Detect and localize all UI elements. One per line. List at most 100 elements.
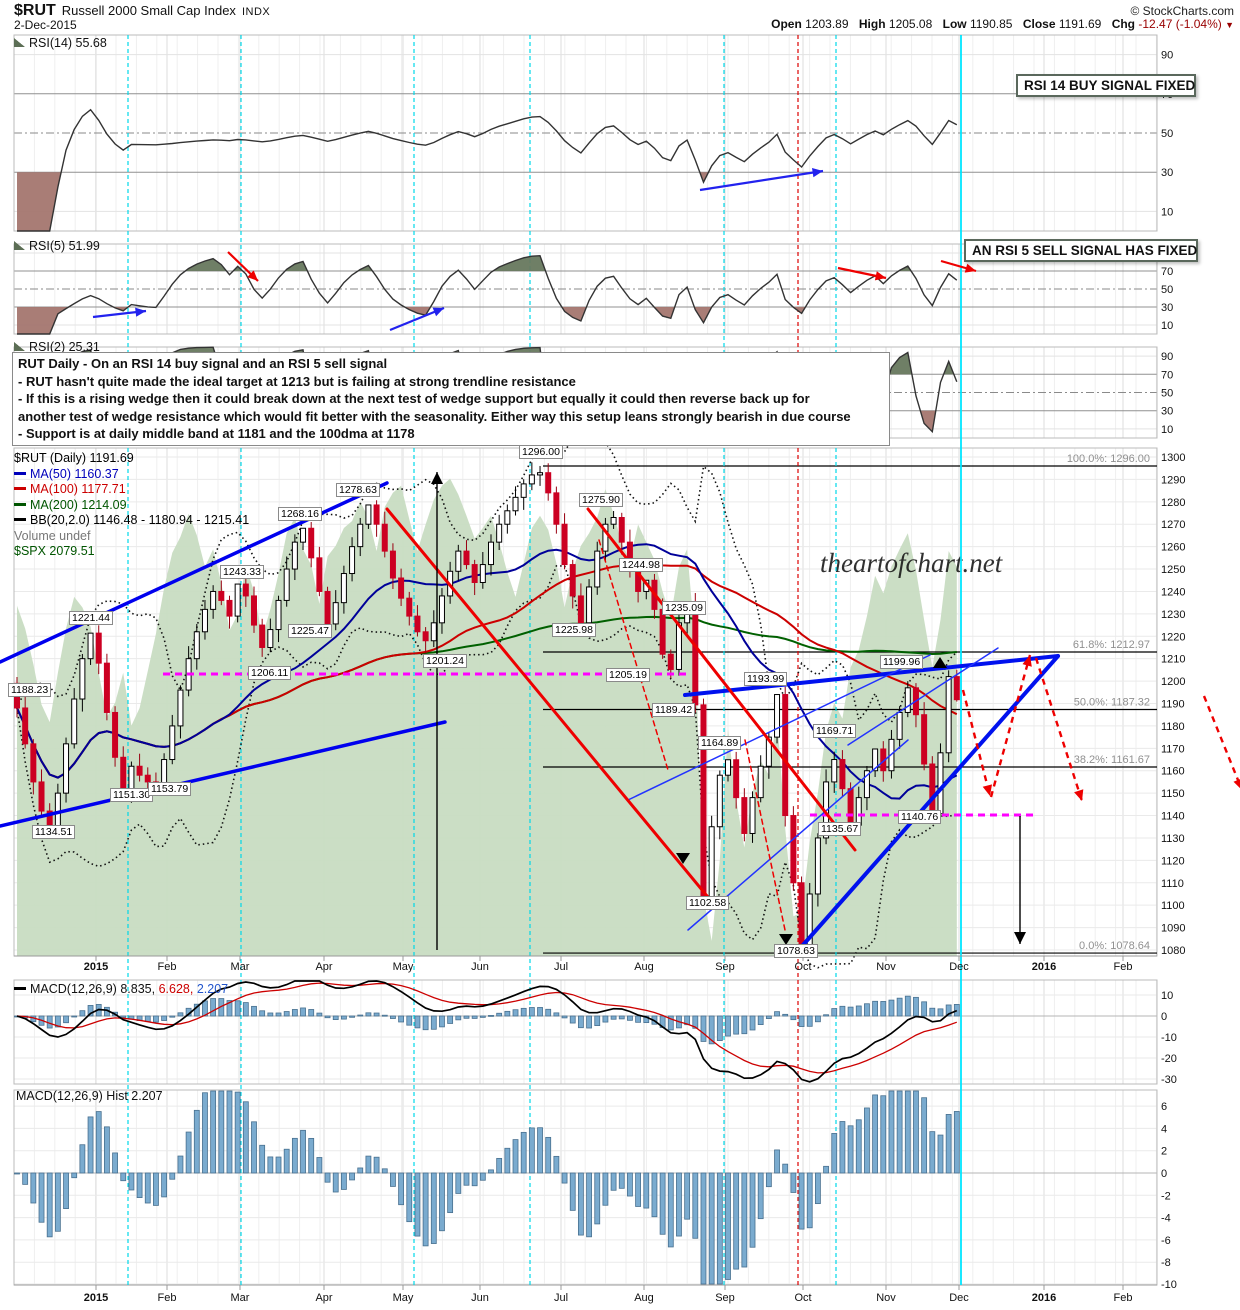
svg-text:30: 30 [1161, 302, 1173, 314]
open-label: Open [771, 17, 802, 31]
svg-text:-2: -2 [1161, 1190, 1171, 1202]
price-annotation: 1078.63 [774, 944, 818, 958]
panel-frames [13, 34, 1158, 1286]
svg-text:1290: 1290 [1161, 474, 1185, 486]
chg-value: -12.47 (-1.04%) [1138, 17, 1222, 31]
svg-text:1160: 1160 [1161, 766, 1185, 778]
svg-text:May: May [393, 961, 414, 973]
svg-text:50: 50 [1161, 388, 1173, 400]
svg-text:50: 50 [1161, 128, 1173, 140]
price-annotation: 1296.00 [519, 445, 563, 459]
macd-histogram-plot [14, 1090, 960, 1285]
fib-label: 50.0%: 1187.32 [1074, 697, 1150, 709]
svg-text:1120: 1120 [1161, 855, 1185, 867]
svg-text:1140: 1140 [1161, 811, 1185, 823]
note-line: - RUT hasn't quite made the ideal target… [18, 373, 576, 389]
svg-text:Mar: Mar [231, 961, 250, 973]
open-value: 1203.89 [805, 17, 849, 31]
macd-value: 8.835, [120, 982, 156, 996]
price-annotation: 1193.99 [744, 672, 788, 686]
svg-text:-30: -30 [1161, 1074, 1177, 1086]
svg-text:70: 70 [1161, 266, 1173, 278]
svg-text:Nov: Nov [876, 1292, 896, 1304]
hist-legend-text: MACD(12,26,9) Hist 2.207 [16, 1089, 163, 1103]
svg-text:2015: 2015 [84, 1292, 108, 1304]
svg-text:May: May [393, 1292, 414, 1304]
price-annotation: 1205.19 [606, 668, 650, 682]
svg-text:2: 2 [1161, 1146, 1167, 1158]
price-annotation: 1164.89 [698, 736, 742, 750]
svg-text:2016: 2016 [1032, 1292, 1056, 1304]
svg-text:Feb: Feb [158, 961, 177, 973]
price-annotation: 1268.16 [278, 507, 322, 521]
svg-text:Aug: Aug [634, 1292, 654, 1304]
price-annotation: 1102.58 [686, 896, 730, 910]
chart-header: $RUT Russell 2000 Small Cap Index INDX [14, 2, 270, 20]
bb-legend-row: BB(20,2.0) 1146.48 - 1180.94 - 1215.41 [14, 513, 249, 529]
svg-text:1270: 1270 [1161, 519, 1185, 531]
rsi14-legend: RSI(14) 55.68 [14, 36, 107, 50]
rsi5-legend: RSI(5) 51.99 [14, 239, 100, 253]
main-legend-title: $RUT (Daily) 1191.69 [14, 451, 134, 465]
svg-text:-4: -4 [1161, 1213, 1171, 1225]
svg-text:Oct: Oct [794, 961, 811, 973]
chg-label: Chg [1111, 17, 1136, 31]
low-label: Low [942, 17, 967, 31]
price-annotation: 1243.33 [220, 565, 264, 579]
svg-text:0: 0 [1161, 1168, 1167, 1180]
price-annotation: 1221.44 [69, 611, 113, 625]
svg-text:30: 30 [1161, 167, 1173, 179]
fib-label: 38.2%: 1161.67 [1074, 754, 1150, 766]
ma50-legend: MA(50) 1160.37 [30, 466, 119, 481]
svg-text:-20: -20 [1161, 1053, 1177, 1065]
note-line: - If this is a rising wedge then it coul… [18, 391, 810, 407]
price-annotation: 1275.90 [579, 493, 623, 507]
fib-label: 0.0%: 1078.64 [1079, 940, 1150, 952]
svg-text:1190: 1190 [1161, 698, 1185, 710]
volume-legend: Volume undef [14, 528, 91, 543]
ma200-legend-row: MA(200) 1214.09 [14, 498, 249, 514]
macd-hist-value: 2.207 [196, 982, 229, 996]
close-value: 1191.69 [1058, 17, 1102, 31]
svg-text:2016: 2016 [1032, 961, 1056, 973]
price-annotation: 1225.98 [552, 623, 596, 637]
rsi-area-icon [14, 38, 25, 47]
ma200-legend: MA(200) 1214.09 [30, 497, 127, 512]
svg-text:10: 10 [1161, 424, 1173, 436]
svg-text:1100: 1100 [1161, 900, 1185, 912]
svg-text:Oct: Oct [794, 1292, 811, 1304]
ma100-line-icon [14, 487, 26, 490]
rsi-area-icon [14, 342, 25, 351]
svg-text:1180: 1180 [1161, 721, 1185, 733]
svg-text:1080: 1080 [1161, 945, 1185, 957]
ma50-legend-row: MA(50) 1160.37 [14, 467, 249, 483]
svg-text:1150: 1150 [1161, 788, 1185, 800]
ma50-line-icon [14, 471, 26, 475]
price-annotation: 1153.79 [148, 782, 192, 796]
note-line: another test of wedge resistance which w… [18, 408, 851, 424]
ma200-line-icon [14, 502, 26, 506]
high-label: High [858, 17, 886, 31]
note-line: - Support is at daily middle band at 118… [18, 426, 415, 442]
rsi14-legend-text: RSI(14) 55.68 [29, 36, 107, 50]
main-legend-title-row: $RUT (Daily) 1191.69 [14, 451, 249, 467]
fib-label: 61.8%: 1212.97 [1073, 639, 1150, 651]
svg-text:10: 10 [1161, 206, 1173, 218]
chg-down-triangle-icon: ▼ [1225, 20, 1234, 30]
symbol-exchange: INDX [241, 6, 271, 18]
bb-line-icon [14, 518, 26, 521]
svg-text:30: 30 [1161, 406, 1173, 418]
macd-line-icon [14, 987, 26, 990]
rsi5-legend-text: RSI(5) 51.99 [29, 239, 100, 253]
symbol-name: Russell 2000 Small Cap Index [61, 3, 236, 18]
svg-text:1170: 1170 [1161, 743, 1185, 755]
price-annotation: 1235.09 [662, 601, 706, 615]
high-value: 1205.08 [888, 17, 933, 31]
price-annotation: 1278.63 [336, 483, 380, 497]
svg-text:Apr: Apr [315, 961, 332, 973]
svg-text:Dec: Dec [949, 1292, 969, 1304]
svg-text:1260: 1260 [1161, 542, 1185, 554]
svg-text:-10: -10 [1161, 1032, 1177, 1044]
